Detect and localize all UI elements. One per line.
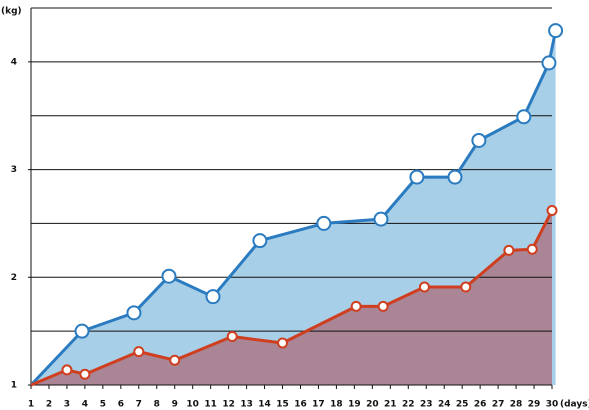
x-tick-label: 22 — [402, 400, 415, 410]
x-tick-label: 9 — [172, 400, 178, 410]
line — [30, 209, 554, 387]
x-tick-label: 5 — [100, 400, 106, 410]
x-tick-label: 27 — [492, 400, 505, 410]
marker — [161, 268, 177, 284]
marker — [133, 346, 145, 358]
marker — [205, 289, 221, 305]
marker — [74, 323, 90, 339]
x-tick-label: 23 — [420, 400, 433, 410]
x-tick-label: 18 — [330, 400, 343, 410]
area — [31, 210, 552, 385]
y-tick-label: 3 — [11, 165, 17, 175]
marker — [277, 337, 289, 349]
x-tick-label: 12 — [222, 400, 235, 410]
marker — [79, 368, 91, 380]
x-tick-label: 6 — [118, 400, 124, 410]
marker — [350, 300, 362, 312]
marker — [460, 281, 472, 293]
marker — [373, 211, 389, 227]
line — [29, 30, 558, 387]
marker — [503, 244, 515, 256]
x-tick-label: 28 — [510, 400, 523, 410]
x-tick-label: 3 — [64, 400, 70, 410]
x-tick-label: 2 — [46, 400, 52, 410]
x-axis-label: (days) — [560, 400, 589, 410]
marker — [471, 132, 487, 148]
x-tick-label: 16 — [294, 400, 307, 410]
x-tick-label: 13 — [240, 400, 253, 410]
y-tick-label: 4 — [11, 57, 17, 67]
marker — [526, 243, 538, 255]
x-tick-label: 11 — [204, 400, 217, 410]
marker — [546, 205, 558, 217]
x-tick-label: 25 — [456, 400, 469, 410]
marker — [316, 215, 332, 231]
x-tick-label: 15 — [276, 400, 289, 410]
x-tick-label: 29 — [528, 400, 541, 410]
marker — [541, 55, 557, 71]
y-tick-label: 2 — [11, 273, 17, 283]
marker — [447, 169, 463, 185]
x-tick-label: 24 — [438, 400, 451, 410]
x-tick-label: 21 — [384, 400, 397, 410]
x-tick-label: 30 — [546, 400, 559, 410]
y-tick-label: 1 — [11, 381, 17, 391]
marker — [516, 109, 532, 125]
y-axis-label: (kg) — [1, 7, 22, 17]
x-tick-label: 10 — [186, 400, 199, 410]
marker — [61, 364, 73, 376]
marker — [226, 331, 238, 343]
x-tick-label: 14 — [258, 400, 271, 410]
x-tick-label: 26 — [474, 400, 487, 410]
marker — [418, 281, 430, 293]
x-tick-label: 7 — [136, 400, 142, 410]
x-tick-label: 20 — [366, 400, 379, 410]
x-tick-label: 17 — [312, 400, 325, 410]
x-tick-label: 4 — [82, 400, 88, 410]
marker — [126, 305, 142, 321]
marker — [409, 169, 425, 185]
marker — [252, 233, 268, 249]
marker — [169, 354, 181, 366]
x-tick-label: 1 — [28, 400, 34, 410]
x-tick-label: 8 — [154, 400, 160, 410]
x-tick-label: 19 — [348, 400, 361, 410]
marker — [377, 300, 389, 312]
marker — [548, 23, 564, 39]
